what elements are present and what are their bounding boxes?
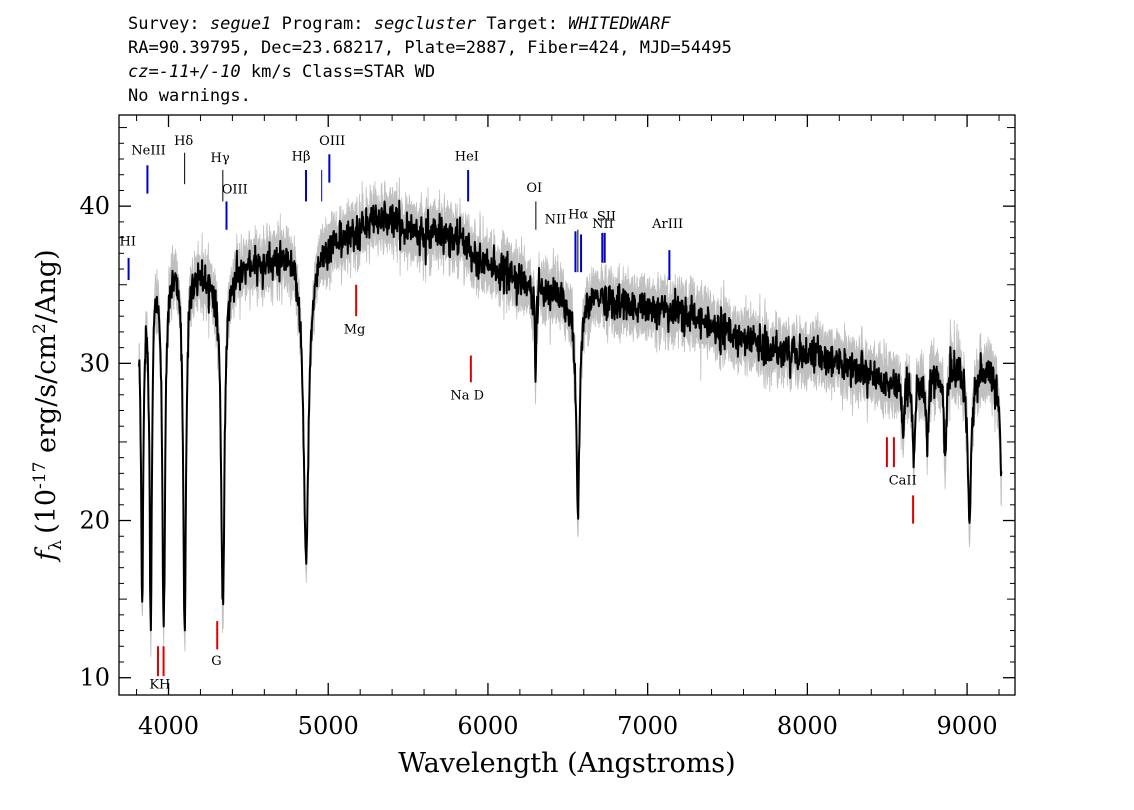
error-band-layer <box>138 177 1002 657</box>
emission-line-label: OIII <box>222 183 248 198</box>
absorption-line-label: Mg <box>344 322 366 337</box>
emission-line-label: Hβ <box>292 150 311 165</box>
x-axis-title: Wavelength (Angstroms) <box>398 748 735 779</box>
y-axis-exponent-2: 2 <box>30 323 50 334</box>
emission-line-label: HI <box>120 234 136 249</box>
header-line-redshift: cz=-11+/-10 km/s Class=STAR WD <box>128 60 732 84</box>
x-tick-label: 7000 <box>617 712 678 740</box>
plot-frame <box>118 114 1016 696</box>
program-value: segcluster <box>373 14 477 34</box>
emission-line-label: Hα <box>568 208 588 223</box>
spectrum-header: Survey: segue1 Program: segcluster Targe… <box>128 12 732 108</box>
y-axis-units-pre: (10 <box>31 489 62 534</box>
absorption-line-label: Na D <box>450 388 484 403</box>
header-line-coordinates: RA=90.39795, Dec=23.68217, Plate=2887, F… <box>128 38 732 58</box>
emission-line-label: NII <box>545 212 567 227</box>
y-axis-subscript: λ <box>46 540 66 551</box>
y-axis-exponent: -17 <box>30 462 50 489</box>
y-axis-units-mid: erg/s/cm <box>31 334 62 462</box>
x-tick-label: 8000 <box>777 712 838 740</box>
axis-ticks-layer: 4000 5000 6000 7000 8000 9000 10 20 30 40 <box>79 115 1015 740</box>
emission-line-label: HeI <box>455 150 479 165</box>
y-axis-units-post: /Ang) <box>31 249 62 323</box>
emission-line-label: OI <box>526 181 542 196</box>
y-tick-label: 40 <box>79 192 110 220</box>
x-tick-label: 5000 <box>298 712 359 740</box>
cz-value: =-11+/-10 <box>148 62 241 82</box>
cz-rest: km/s Class=STAR WD <box>250 62 436 82</box>
y-axis-symbol: f <box>31 547 62 563</box>
absorption-line-label: CaII <box>889 473 917 488</box>
y-tick-label: 20 <box>79 507 110 535</box>
target-value: WHITEDWARF <box>568 14 671 34</box>
y-tick-label: 30 <box>79 349 110 377</box>
spectrum-line <box>138 199 1003 632</box>
absorption-line-label: G <box>211 654 221 669</box>
y-axis-title: fλ (10-17 erg/s/cm2/Ang) <box>30 249 66 562</box>
x-tick-label: 4000 <box>138 712 199 740</box>
spectrum-layer <box>138 199 1003 632</box>
survey-label: Survey: <box>128 14 200 34</box>
emission-line-label: Hδ <box>174 134 193 149</box>
x-tick-label: 6000 <box>457 712 518 740</box>
program-label: Program: <box>281 14 364 34</box>
y-tick-label: 10 <box>79 664 110 692</box>
emission-line-label: NeIII <box>131 143 165 158</box>
header-line-survey: Survey: segue1 Program: segcluster Targe… <box>128 12 732 36</box>
emission-line-label: ArIII <box>651 217 683 232</box>
x-tick-label: 9000 <box>937 712 998 740</box>
cz-label: cz <box>128 62 149 82</box>
emission-line-label: Hγ <box>211 151 230 166</box>
header-line-warnings: No warnings. <box>128 86 251 106</box>
survey-value: segue1 <box>209 14 272 34</box>
absorption-line-label: KH <box>149 678 170 693</box>
target-label: Target: <box>486 14 558 34</box>
emission-line-label: NII <box>592 217 614 232</box>
emission-line-label: OIII <box>319 134 345 149</box>
emission-line-label: SII <box>597 209 616 224</box>
error-band <box>138 177 1002 657</box>
